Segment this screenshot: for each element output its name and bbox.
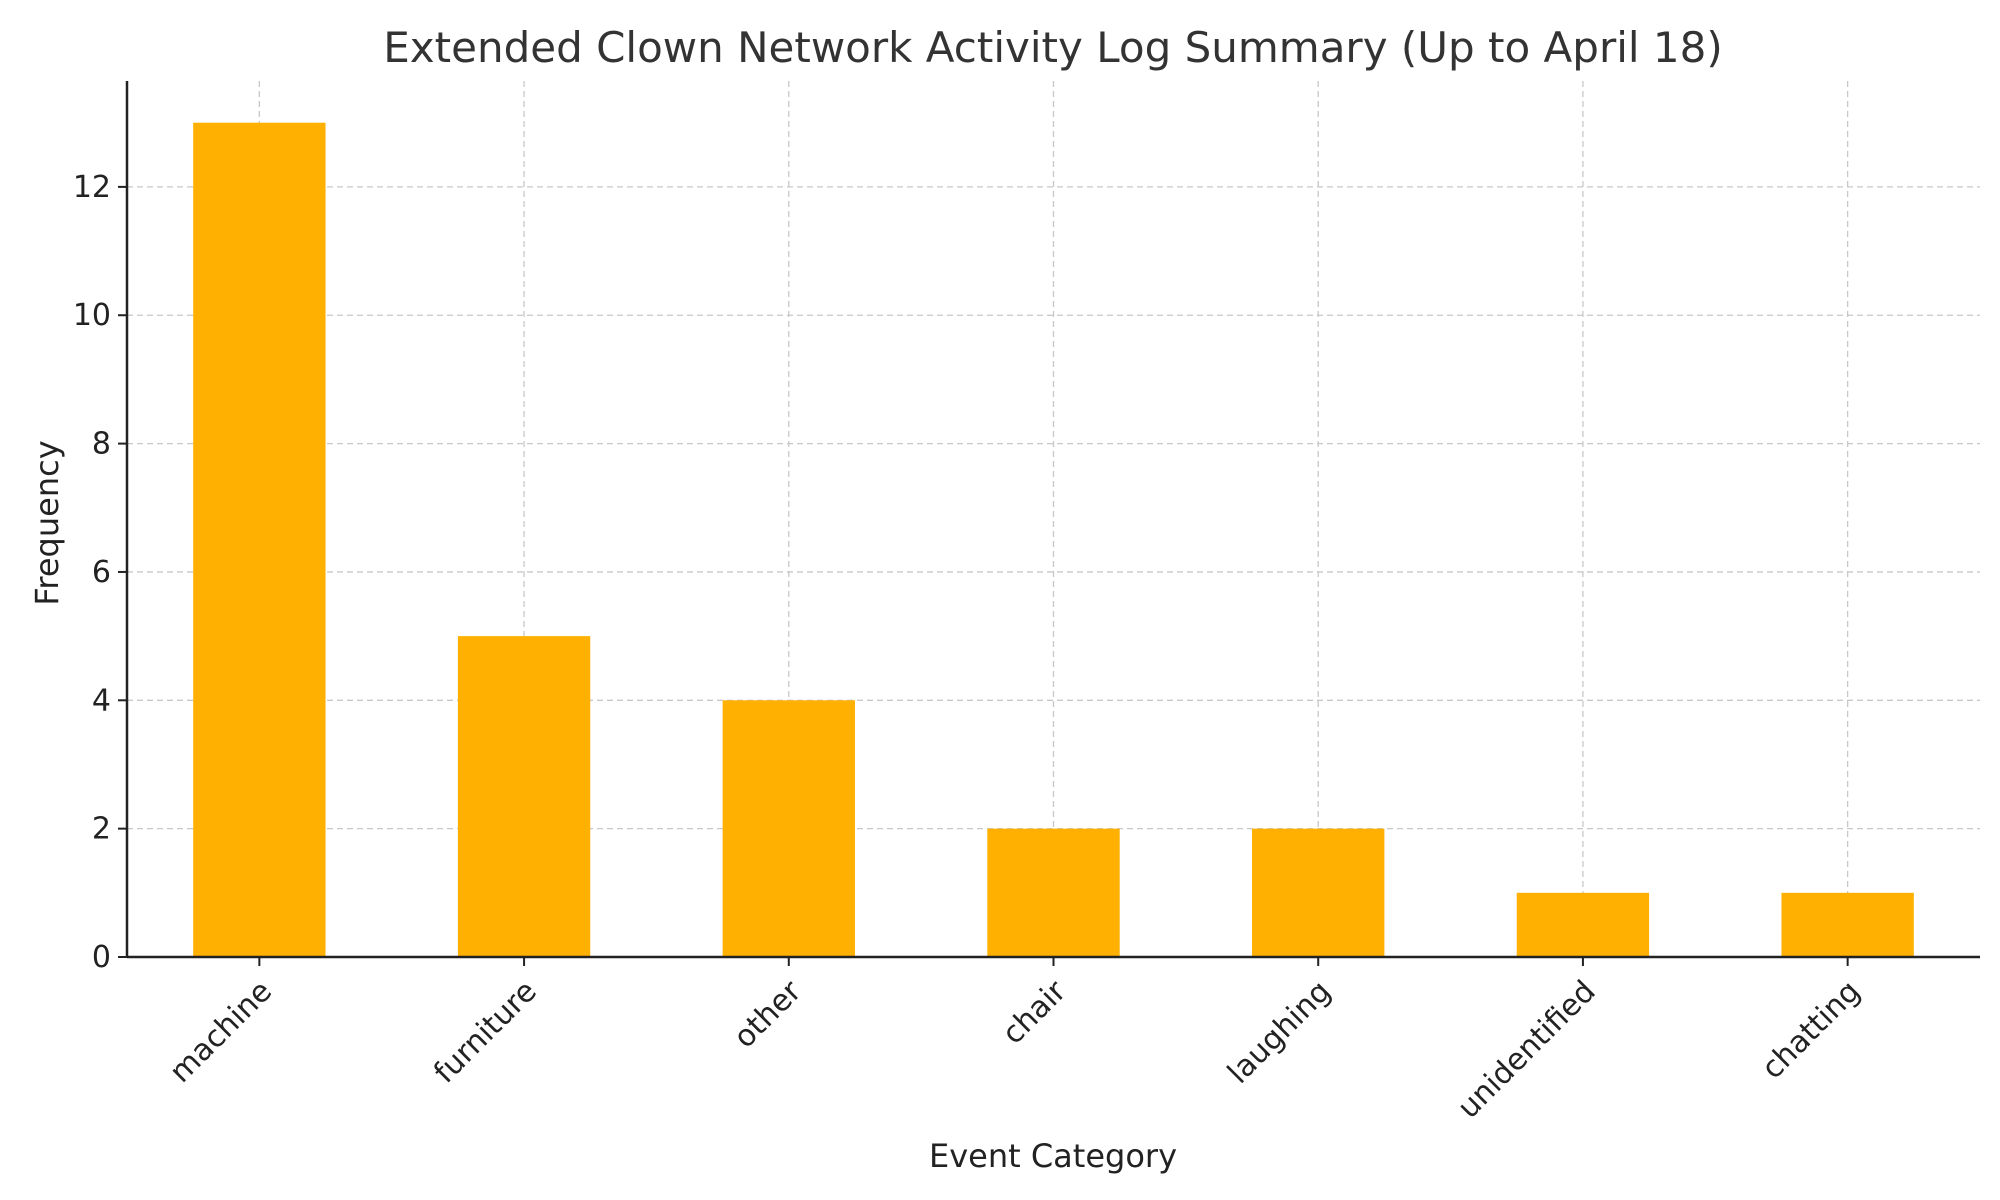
bar-laughing [1252,828,1385,957]
y-tick-label: 6 [92,555,111,590]
bar-other [722,700,855,957]
bar-chatting [1781,892,1914,957]
x-tick-label: unidentified [1451,974,1603,1126]
x-tick-label: chair [996,973,1074,1051]
y-tick-label: 2 [92,812,111,847]
y-tick-label: 0 [92,940,111,975]
bar-chair [987,828,1120,957]
x-tick-label: machine [163,974,279,1090]
ticks: 0 2 4 6 8 10 12 machine furniture other chair laugh… [73,170,1867,1126]
x-axis-label: Event Category [929,1137,1177,1175]
y-axis-label: Frequency [28,440,66,605]
x-tick-label: laughing [1221,974,1338,1091]
y-tick-label: 10 [73,298,111,333]
x-tick-label: chatting [1755,974,1867,1086]
grid-lines [127,81,1980,957]
x-tick-label: furniture [427,974,543,1090]
x-tick-label: other [727,973,809,1055]
y-tick-label: 12 [73,170,111,205]
bar-furniture [457,636,591,957]
bars [193,122,1914,957]
chart-title: Extended Clown Network Activity Log Summ… [383,23,1723,72]
bar-unidentified [1516,892,1650,957]
bar-machine [193,122,326,957]
y-tick-label: 4 [92,683,111,718]
y-tick-label: 8 [92,427,111,462]
